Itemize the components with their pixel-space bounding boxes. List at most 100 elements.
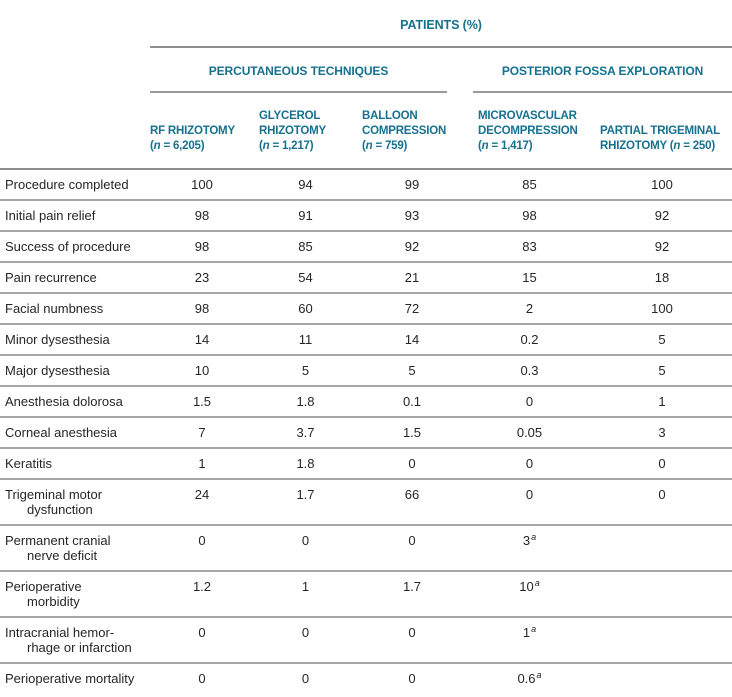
value-cell: 14	[404, 332, 420, 347]
value-cell: 83	[522, 239, 537, 254]
table-row: Minor dysesthesia 14 11 14 0.2 5	[0, 325, 732, 356]
column-header-1: RF RHIZOTOMY (n = 6,205)	[150, 125, 235, 152]
value-cell: 1.7	[402, 579, 422, 594]
value-cell: 14	[194, 332, 210, 347]
value-cell: 0	[658, 487, 666, 502]
table-row: Trigeminal motor dysfunction 24 1.7 66 0 0	[0, 480, 732, 526]
value-cell: 98	[194, 208, 210, 223]
table-row: Facial numbness 98 60 72 2 100	[0, 294, 732, 325]
row-label: Intracranial hemor-rhage or infarction	[5, 625, 132, 655]
value-cell: 5	[408, 363, 416, 378]
table-row: Initial pain relief 98 91 93 98 92	[0, 201, 732, 232]
value-cell: 0	[525, 394, 534, 409]
value-cell: 11	[298, 332, 313, 347]
table-body: Procedure completed 100 94 99 85 100 Initial p…	[0, 170, 732, 693]
value-cell: 92	[654, 239, 670, 254]
value-cell: 0	[658, 456, 666, 471]
value-cell: 18	[654, 270, 670, 285]
table-row: Major dysesthesia 10 5 5 0.3 5	[0, 356, 732, 387]
value-cell: 92	[654, 208, 670, 223]
value-cell: 85	[522, 177, 537, 192]
value-cell: 66	[404, 487, 420, 502]
row-label: Minor dysesthesia	[5, 332, 110, 347]
value-cell: 2	[525, 301, 534, 316]
value-cell: 54	[298, 270, 313, 285]
value-cell: 100	[651, 177, 673, 192]
row-label: Permanent cranial nerve deficit	[5, 533, 111, 563]
value-cell: 1	[658, 394, 666, 409]
value-cell: 1	[198, 456, 206, 471]
value-cell: 0	[408, 625, 416, 640]
value-cell: 0.1	[402, 394, 422, 409]
table-row: Pain recurrence 23 54 21 15 18	[0, 263, 732, 294]
value-cell: 1.5	[192, 394, 212, 409]
value-cell: 10a	[519, 577, 540, 594]
value-cell: 100	[191, 177, 213, 192]
value-cell: 92	[404, 239, 420, 254]
value-cell: 60	[298, 301, 313, 316]
value-cell: 10	[194, 363, 210, 378]
row-label: Major dysesthesia	[5, 363, 110, 378]
value-cell: 3	[658, 425, 666, 440]
value-cell: 3.7	[296, 425, 315, 440]
value-cell: 5	[301, 363, 310, 378]
value-cell: 0	[301, 671, 310, 686]
column-header-5: PARTIAL TRIGEMINAL RHIZOTOMY (n = 250)	[600, 125, 720, 152]
value-cell: 0	[525, 456, 534, 471]
patients-percent-spanner: PATIENTS (%)	[400, 18, 482, 32]
table-row: Perioperative mortality 0 0 0 0.6a	[0, 664, 732, 693]
value-cell: 3a	[522, 531, 537, 548]
value-cell: 98	[194, 301, 210, 316]
value-cell: 91	[298, 208, 313, 223]
table-row: Keratitis 1 1.8 0 0 0	[0, 449, 732, 480]
group-header-row: PERCUTANEOUS TECHNIQUES POSTERIOR FOSSA …	[150, 64, 732, 93]
value-cell: 72	[404, 301, 420, 316]
value-cell: 1a	[522, 623, 537, 640]
value-cell: 0	[198, 625, 206, 640]
value-cell: 0	[408, 456, 416, 471]
value-cell: 0	[301, 533, 310, 548]
value-cell: 1.2	[192, 579, 212, 594]
group-percutaneous-techniques: PERCUTANEOUS TECHNIQUES	[150, 64, 447, 93]
value-cell: 1.5	[402, 425, 422, 440]
table-row: Anesthesia dolorosa 1.5 1.8 0.1 0 1	[0, 387, 732, 418]
value-cell: 0	[525, 487, 534, 502]
table-row: Corneal anesthesia 7 3.7 1.5 0.05 3	[0, 418, 732, 449]
row-label: Procedure completed	[5, 177, 129, 192]
value-cell: 1	[301, 579, 310, 594]
value-cell: 5	[658, 332, 666, 347]
value-cell: 0.05	[516, 425, 543, 440]
value-cell: 99	[404, 177, 420, 192]
value-cell: 0	[198, 671, 206, 686]
table-row: Procedure completed 100 94 99 85 100	[0, 170, 732, 201]
value-cell: 0	[408, 533, 416, 548]
row-label: Success of procedure	[5, 239, 131, 254]
value-cell: 1.7	[296, 487, 315, 502]
value-cell: 0.2	[520, 332, 539, 347]
value-cell: 7	[198, 425, 206, 440]
value-cell: 98	[522, 208, 537, 223]
value-cell: 94	[298, 177, 313, 192]
row-label: Facial numbness	[5, 301, 104, 316]
value-cell: 98	[194, 239, 210, 254]
value-cell: 0.3	[520, 363, 539, 378]
spanner-rule	[150, 46, 732, 48]
row-label: Corneal anesthesia	[5, 425, 118, 440]
value-cell: 93	[404, 208, 420, 223]
value-cell: 21	[404, 270, 420, 285]
table-row: Intracranial hemor-rhage or infarction 0 0…	[0, 618, 732, 664]
row-label: Perioperative morbidity	[5, 579, 82, 609]
row-label: Pain recurrence	[5, 270, 97, 285]
value-cell: 15	[522, 270, 537, 285]
value-cell: 0.6a	[517, 669, 542, 686]
column-header-2: GLYCEROL RHIZOTOMY (n = 1,217)	[259, 110, 326, 152]
value-cell: 5	[658, 363, 666, 378]
table-row: Permanent cranial nerve deficit 0 0 0 3a	[0, 526, 732, 572]
row-label: Initial pain relief	[5, 208, 96, 223]
row-label: Keratitis	[5, 456, 52, 471]
column-header-row: RF RHIZOTOMY (n = 6,205) GLYCEROL RHIZOTOMY…	[0, 93, 732, 170]
value-cell: 85	[298, 239, 313, 254]
value-cell: 0	[301, 625, 310, 640]
row-label: Anesthesia dolorosa	[5, 394, 123, 409]
